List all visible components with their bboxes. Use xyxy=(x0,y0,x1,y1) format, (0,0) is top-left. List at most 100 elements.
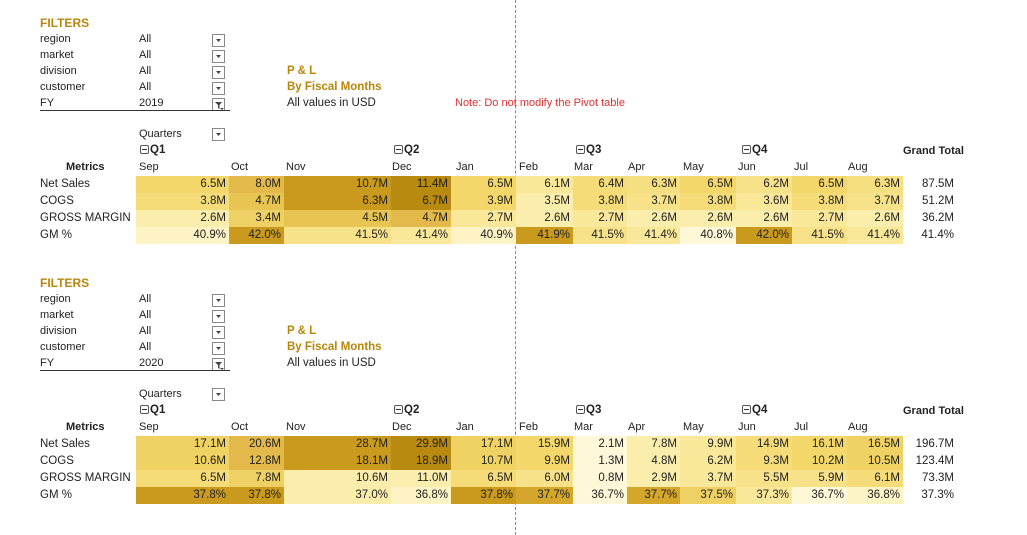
value-cell: 41.4% xyxy=(627,227,680,244)
value-cell: 2.6M xyxy=(847,210,903,227)
value-cell: 17.1M xyxy=(136,436,229,453)
filter-value-customer[interactable]: All xyxy=(139,81,152,93)
value-cell: 2.6M xyxy=(736,210,792,227)
value-cell: 2.6M xyxy=(627,210,680,227)
filter-label-fy: FY xyxy=(40,357,55,369)
value-cell: 4.7M xyxy=(229,193,284,210)
value-cell: 6.1M xyxy=(847,470,903,487)
month-header-oct: Oct xyxy=(231,161,249,173)
pl-title: P & L xyxy=(287,65,317,77)
quarter-header-q4[interactable]: Q4 xyxy=(742,404,767,416)
value-cell: 37.5% xyxy=(680,487,736,504)
value-cell: 10.2M xyxy=(792,453,847,470)
value-cell: 29.9M xyxy=(391,436,451,453)
value-cell: 0.8M xyxy=(573,470,627,487)
filter-value-market[interactable]: All xyxy=(139,309,152,321)
collapse-icon[interactable] xyxy=(394,145,403,154)
month-header-dec: Dec xyxy=(392,421,412,433)
filters-title: FILTERS xyxy=(40,16,90,30)
value-cell: 37.8% xyxy=(136,487,229,504)
pl-units: All values in USD xyxy=(287,357,376,369)
filter-label-region: region xyxy=(40,293,71,305)
month-header-jan: Jan xyxy=(456,421,474,433)
value-cell: 16.5M xyxy=(847,436,903,453)
value-cell: 8.0M xyxy=(229,176,284,193)
filter-value-fy[interactable]: 2020 xyxy=(139,357,164,369)
month-header-oct: Oct xyxy=(231,421,249,433)
quarter-label: Q3 xyxy=(586,404,602,416)
collapse-icon[interactable] xyxy=(576,145,585,154)
quarter-header-q1[interactable]: Q1 xyxy=(140,144,165,156)
collapse-icon[interactable] xyxy=(576,405,585,414)
filter-value-customer[interactable]: All xyxy=(139,341,152,353)
collapse-icon[interactable] xyxy=(140,145,149,154)
filter-value-market[interactable]: All xyxy=(139,49,152,61)
metrics-header: Metrics xyxy=(66,161,105,173)
value-cell: 18.9M xyxy=(391,453,451,470)
filter-label-fy: FY xyxy=(40,97,55,109)
row-label: GROSS MARGIN xyxy=(40,212,131,224)
quarter-header-q2[interactable]: Q2 xyxy=(394,404,419,416)
month-header-jul: Jul xyxy=(794,161,809,173)
note-text: Note: Do not modify the Pivot table xyxy=(455,97,625,109)
quarter-header-q3[interactable]: Q3 xyxy=(576,404,601,416)
filter-dropdown-icon[interactable] xyxy=(212,66,225,79)
value-cell: 4.5M xyxy=(284,210,391,227)
quarter-header-q2[interactable]: Q2 xyxy=(394,144,419,156)
filter-dropdown-icon[interactable] xyxy=(212,82,225,95)
filter-dropdown-icon[interactable] xyxy=(212,50,225,63)
value-cell: 40.9% xyxy=(451,227,516,244)
value-cell: 2.6M xyxy=(136,210,229,227)
value-cell: 5.9M xyxy=(792,470,847,487)
filter-dropdown-icon[interactable] xyxy=(212,310,225,323)
value-cell: 3.4M xyxy=(229,210,284,227)
filter-dropdown-icon[interactable] xyxy=(212,98,225,111)
quarters-dropdown-icon[interactable] xyxy=(212,128,225,141)
filter-value-fy[interactable]: 2019 xyxy=(139,97,164,109)
pl-title: P & L xyxy=(287,325,317,337)
filter-label-customer: customer xyxy=(40,341,86,353)
filter-dropdown-icon[interactable] xyxy=(212,342,225,355)
quarter-label: Q3 xyxy=(586,144,602,156)
value-cell: 37.0% xyxy=(284,487,391,504)
value-cell: 2.7M xyxy=(451,210,516,227)
collapse-icon[interactable] xyxy=(140,405,149,414)
value-cell: 20.6M xyxy=(229,436,284,453)
value-cell: 2.7M xyxy=(792,210,847,227)
month-header-nov: Nov xyxy=(286,421,306,433)
grand-total-cell: 41.4% xyxy=(921,229,954,241)
value-cell: 6.3M xyxy=(284,193,391,210)
month-header-sep: Sep xyxy=(139,161,159,173)
quarters-dropdown-icon[interactable] xyxy=(212,388,225,401)
value-cell: 6.5M xyxy=(451,176,516,193)
filter-dropdown-icon[interactable] xyxy=(212,294,225,307)
row-label: Net Sales xyxy=(40,178,90,190)
quarter-header-q3[interactable]: Q3 xyxy=(576,144,601,156)
filter-label-market: market xyxy=(40,309,74,321)
row-label: GM % xyxy=(40,489,72,501)
value-cell: 10.7M xyxy=(284,176,391,193)
quarter-header-q4[interactable]: Q4 xyxy=(742,144,767,156)
value-cell: 6.5M xyxy=(451,470,516,487)
filter-value-division[interactable]: All xyxy=(139,325,152,337)
value-cell: 14.9M xyxy=(736,436,792,453)
value-cell: 6.1M xyxy=(516,176,573,193)
month-header-mar: Mar xyxy=(574,161,593,173)
filter-value-region[interactable]: All xyxy=(139,33,152,45)
filter-label-division: division xyxy=(40,65,77,77)
filter-dropdown-icon[interactable] xyxy=(212,34,225,47)
value-cell: 41.9% xyxy=(516,227,573,244)
collapse-icon[interactable] xyxy=(742,145,751,154)
collapse-icon[interactable] xyxy=(742,405,751,414)
value-cell: 40.9% xyxy=(136,227,229,244)
metrics-header: Metrics xyxy=(66,421,105,433)
value-cell: 42.0% xyxy=(736,227,792,244)
pl-subtitle: By Fiscal Months xyxy=(287,81,382,93)
filter-value-division[interactable]: All xyxy=(139,65,152,77)
value-cell: 3.8M xyxy=(573,193,627,210)
value-cell: 37.7% xyxy=(627,487,680,504)
filter-value-region[interactable]: All xyxy=(139,293,152,305)
quarter-header-q1[interactable]: Q1 xyxy=(140,404,165,416)
collapse-icon[interactable] xyxy=(394,405,403,414)
filter-dropdown-icon[interactable] xyxy=(212,326,225,339)
